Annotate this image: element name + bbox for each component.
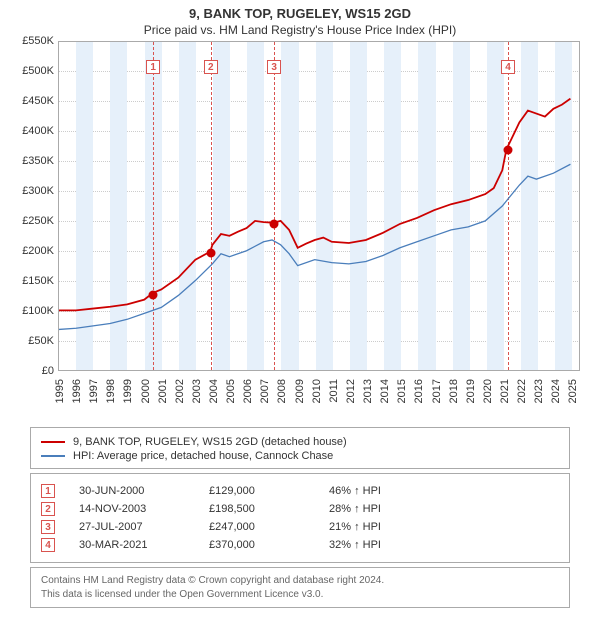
y-tick-label: £0 (10, 365, 54, 377)
legend-label: HPI: Average price, detached house, Cann… (73, 450, 333, 462)
transaction-pct: 28% ↑ HPI (329, 503, 559, 515)
transaction-row: 4 30-MAR-2021£370,00032% ↑ HPI (41, 538, 559, 552)
transaction-row: 1 30-JUN-2000£129,00046% ↑ HPI (41, 484, 559, 498)
legend-row: HPI: Average price, detached house, Cann… (41, 450, 559, 462)
chart-header: 9, BANK TOP, RUGELEY, WS15 2GD Price pai… (0, 0, 600, 41)
transaction-date: 27-JUL-2007 (79, 521, 209, 533)
transaction-pct: 32% ↑ HPI (329, 539, 559, 551)
transactions-table: 1 30-JUN-2000£129,00046% ↑ HPI 2 14-NOV-200… (30, 473, 570, 563)
legend: 9, BANK TOP, RUGELEY, WS15 2GD (detached… (30, 427, 570, 469)
y-tick-label: £350K (10, 155, 54, 167)
legend-swatch (41, 441, 65, 443)
y-tick-label: £450K (10, 95, 54, 107)
x-tick-label: 2025 (567, 379, 600, 403)
transaction-date: 30-JUN-2000 (79, 485, 209, 497)
y-tick-label: £150K (10, 275, 54, 287)
transaction-dot (206, 248, 215, 257)
transaction-price: £247,000 (209, 521, 329, 533)
footer-attribution: Contains HM Land Registry data © Crown c… (30, 567, 570, 608)
line-series-svg (59, 42, 579, 370)
y-tick-label: £250K (10, 215, 54, 227)
y-tick-label: £100K (10, 305, 54, 317)
transaction-number-box: 4 (41, 538, 55, 552)
x-axis-ticks: 1995199619971998199920002001200220032004… (58, 371, 580, 421)
transaction-row: 2 14-NOV-2003£198,50028% ↑ HPI (41, 502, 559, 516)
y-tick-label: £50K (10, 335, 54, 347)
transaction-date: 14-NOV-2003 (79, 503, 209, 515)
transaction-marker-box: 1 (146, 60, 160, 74)
legend-row: 9, BANK TOP, RUGELEY, WS15 2GD (detached… (41, 436, 559, 448)
transaction-date: 30-MAR-2021 (79, 539, 209, 551)
transaction-pct: 21% ↑ HPI (329, 521, 559, 533)
transaction-price: £370,000 (209, 539, 329, 551)
transaction-dot (149, 290, 158, 299)
chart-title: 9, BANK TOP, RUGELEY, WS15 2GD (0, 6, 600, 21)
series-price_paid (59, 99, 570, 311)
transaction-number-box: 1 (41, 484, 55, 498)
y-tick-label: £550K (10, 35, 54, 47)
transaction-marker-box: 2 (204, 60, 218, 74)
transaction-marker-box: 3 (267, 60, 281, 74)
chart-area: £0 £50K £100K £150K £200K £250K £300K £350K £400… (10, 41, 590, 421)
transaction-row: 3 27-JUL-2007£247,00021% ↑ HPI (41, 520, 559, 534)
transaction-price: £198,500 (209, 503, 329, 515)
transaction-number-box: 2 (41, 502, 55, 516)
transaction-number-box: 3 (41, 520, 55, 534)
footer-line-1: Contains HM Land Registry data © Crown c… (41, 574, 559, 588)
y-tick-label: £400K (10, 125, 54, 137)
legend-swatch (41, 455, 65, 457)
y-tick-label: £200K (10, 245, 54, 257)
transaction-dot (270, 219, 279, 228)
y-tick-label: £300K (10, 185, 54, 197)
y-tick-label: £500K (10, 65, 54, 77)
legend-label: 9, BANK TOP, RUGELEY, WS15 2GD (detached… (73, 436, 347, 448)
transaction-marker-box: 4 (501, 60, 515, 74)
transaction-price: £129,000 (209, 485, 329, 497)
transaction-dot (504, 146, 513, 155)
plot-area: 1 2 3 4 (58, 41, 580, 371)
chart-subtitle: Price paid vs. HM Land Registry's House … (0, 23, 600, 37)
transaction-pct: 46% ↑ HPI (329, 485, 559, 497)
footer-line-2: This data is licensed under the Open Gov… (41, 588, 559, 602)
